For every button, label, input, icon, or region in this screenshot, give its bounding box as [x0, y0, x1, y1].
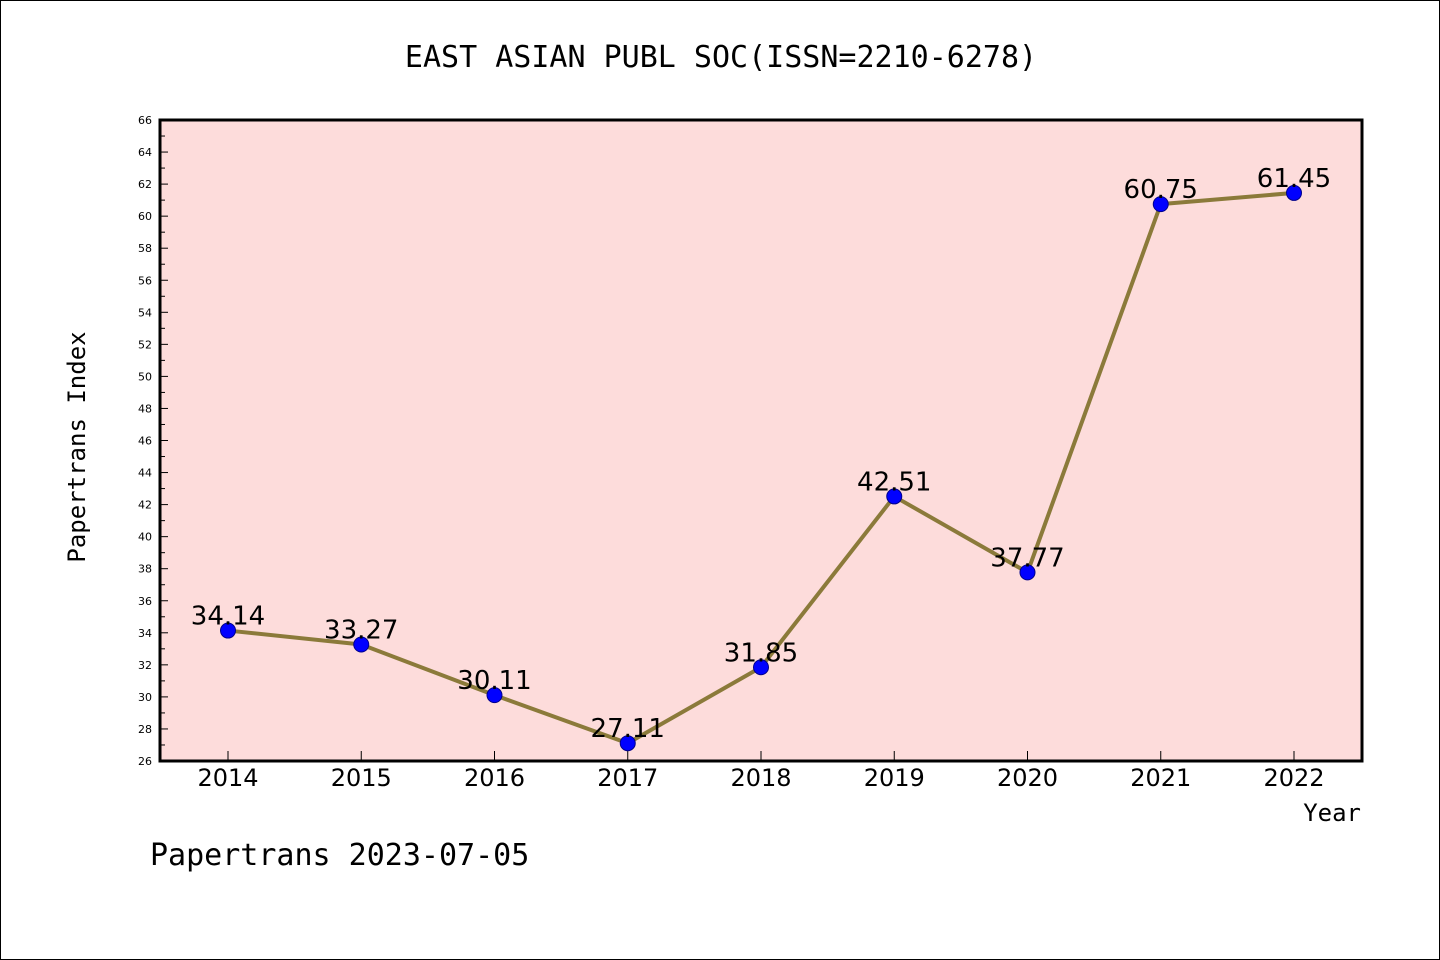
series-line-group — [220, 184, 1302, 752]
footer-date: Papertrans 2023-07-05 — [150, 838, 529, 873]
y-tick-label: 34 — [138, 627, 152, 640]
data-label: 31.85 — [724, 638, 798, 668]
x-axis-label: Year — [1303, 799, 1361, 827]
data-label: 61.45 — [1257, 164, 1331, 194]
y-tick-label: 62 — [138, 178, 152, 191]
y-tick-label: 54 — [138, 306, 152, 319]
y-tick-label: 38 — [138, 563, 152, 576]
x-tick-label: 2017 — [597, 764, 658, 792]
x-axis-ticks: 2014 2015 2016 2017 2018 2019 2020 2021 2022 — [197, 751, 1325, 792]
y-tick-label: 42 — [138, 499, 152, 512]
plot-border — [158, 118, 1364, 763]
data-point — [753, 659, 769, 676]
y-tick-label: 58 — [138, 242, 152, 255]
x-tick-label: 2021 — [1130, 764, 1191, 792]
plot-area — [160, 120, 1362, 761]
y-tick-label: 66 — [138, 114, 152, 127]
data-label: 37.77 — [990, 543, 1064, 573]
data-point — [353, 636, 370, 653]
chart-title: EAST ASIAN PUBL SOC(ISSN=2210-6278) — [405, 40, 1037, 75]
y-tick-label: 64 — [138, 146, 152, 159]
x-tick-label: 2020 — [997, 764, 1058, 792]
x-tick-label: 2018 — [730, 764, 791, 792]
y-tick-label: 40 — [138, 531, 152, 544]
x-tick-label: 2022 — [1263, 764, 1324, 792]
y-tick-label: 36 — [138, 595, 152, 608]
y-axis-label: Papertrans Index — [63, 331, 91, 562]
y-tick-label: 52 — [138, 338, 152, 351]
data-label: 30.11 — [457, 666, 531, 696]
data-point — [619, 735, 636, 752]
data-point — [486, 687, 503, 704]
y-tick-label: 30 — [138, 691, 152, 704]
x-tick-label: 2015 — [331, 764, 392, 792]
data-point — [220, 622, 236, 639]
y-axis-ticks: 26 28 30 32 34 36 38 40 42 44 46 48 50 52 54 56 58 60 62 64… — [138, 114, 168, 768]
data-label: 27.11 — [591, 714, 665, 744]
data-point — [886, 488, 903, 505]
y-tick-label: 32 — [138, 659, 152, 672]
y-tick-label: 50 — [138, 370, 152, 383]
x-tick-label: 2014 — [197, 764, 258, 792]
data-label: 60.75 — [1124, 175, 1198, 205]
data-point — [1286, 184, 1302, 201]
data-point — [1019, 564, 1036, 581]
data-point — [1152, 196, 1169, 213]
data-label: 34.14 — [191, 602, 265, 632]
y-tick-label: 48 — [138, 402, 152, 415]
data-labels-group: 34.14 33.27 30.11 27.11 31.85 42.51 37.77 60.75… — [191, 164, 1331, 744]
data-label: 42.51 — [857, 467, 931, 497]
y-tick-label: 46 — [138, 435, 152, 448]
y-tick-label: 28 — [138, 723, 152, 736]
x-tick-label: 2019 — [864, 764, 925, 792]
y-tick-label: 26 — [138, 755, 152, 768]
data-label: 33.27 — [324, 615, 398, 645]
y-tick-label: 44 — [138, 467, 152, 480]
y-tick-label: 60 — [138, 210, 152, 223]
y-tick-label: 56 — [138, 274, 152, 287]
x-tick-label: 2016 — [464, 764, 525, 792]
